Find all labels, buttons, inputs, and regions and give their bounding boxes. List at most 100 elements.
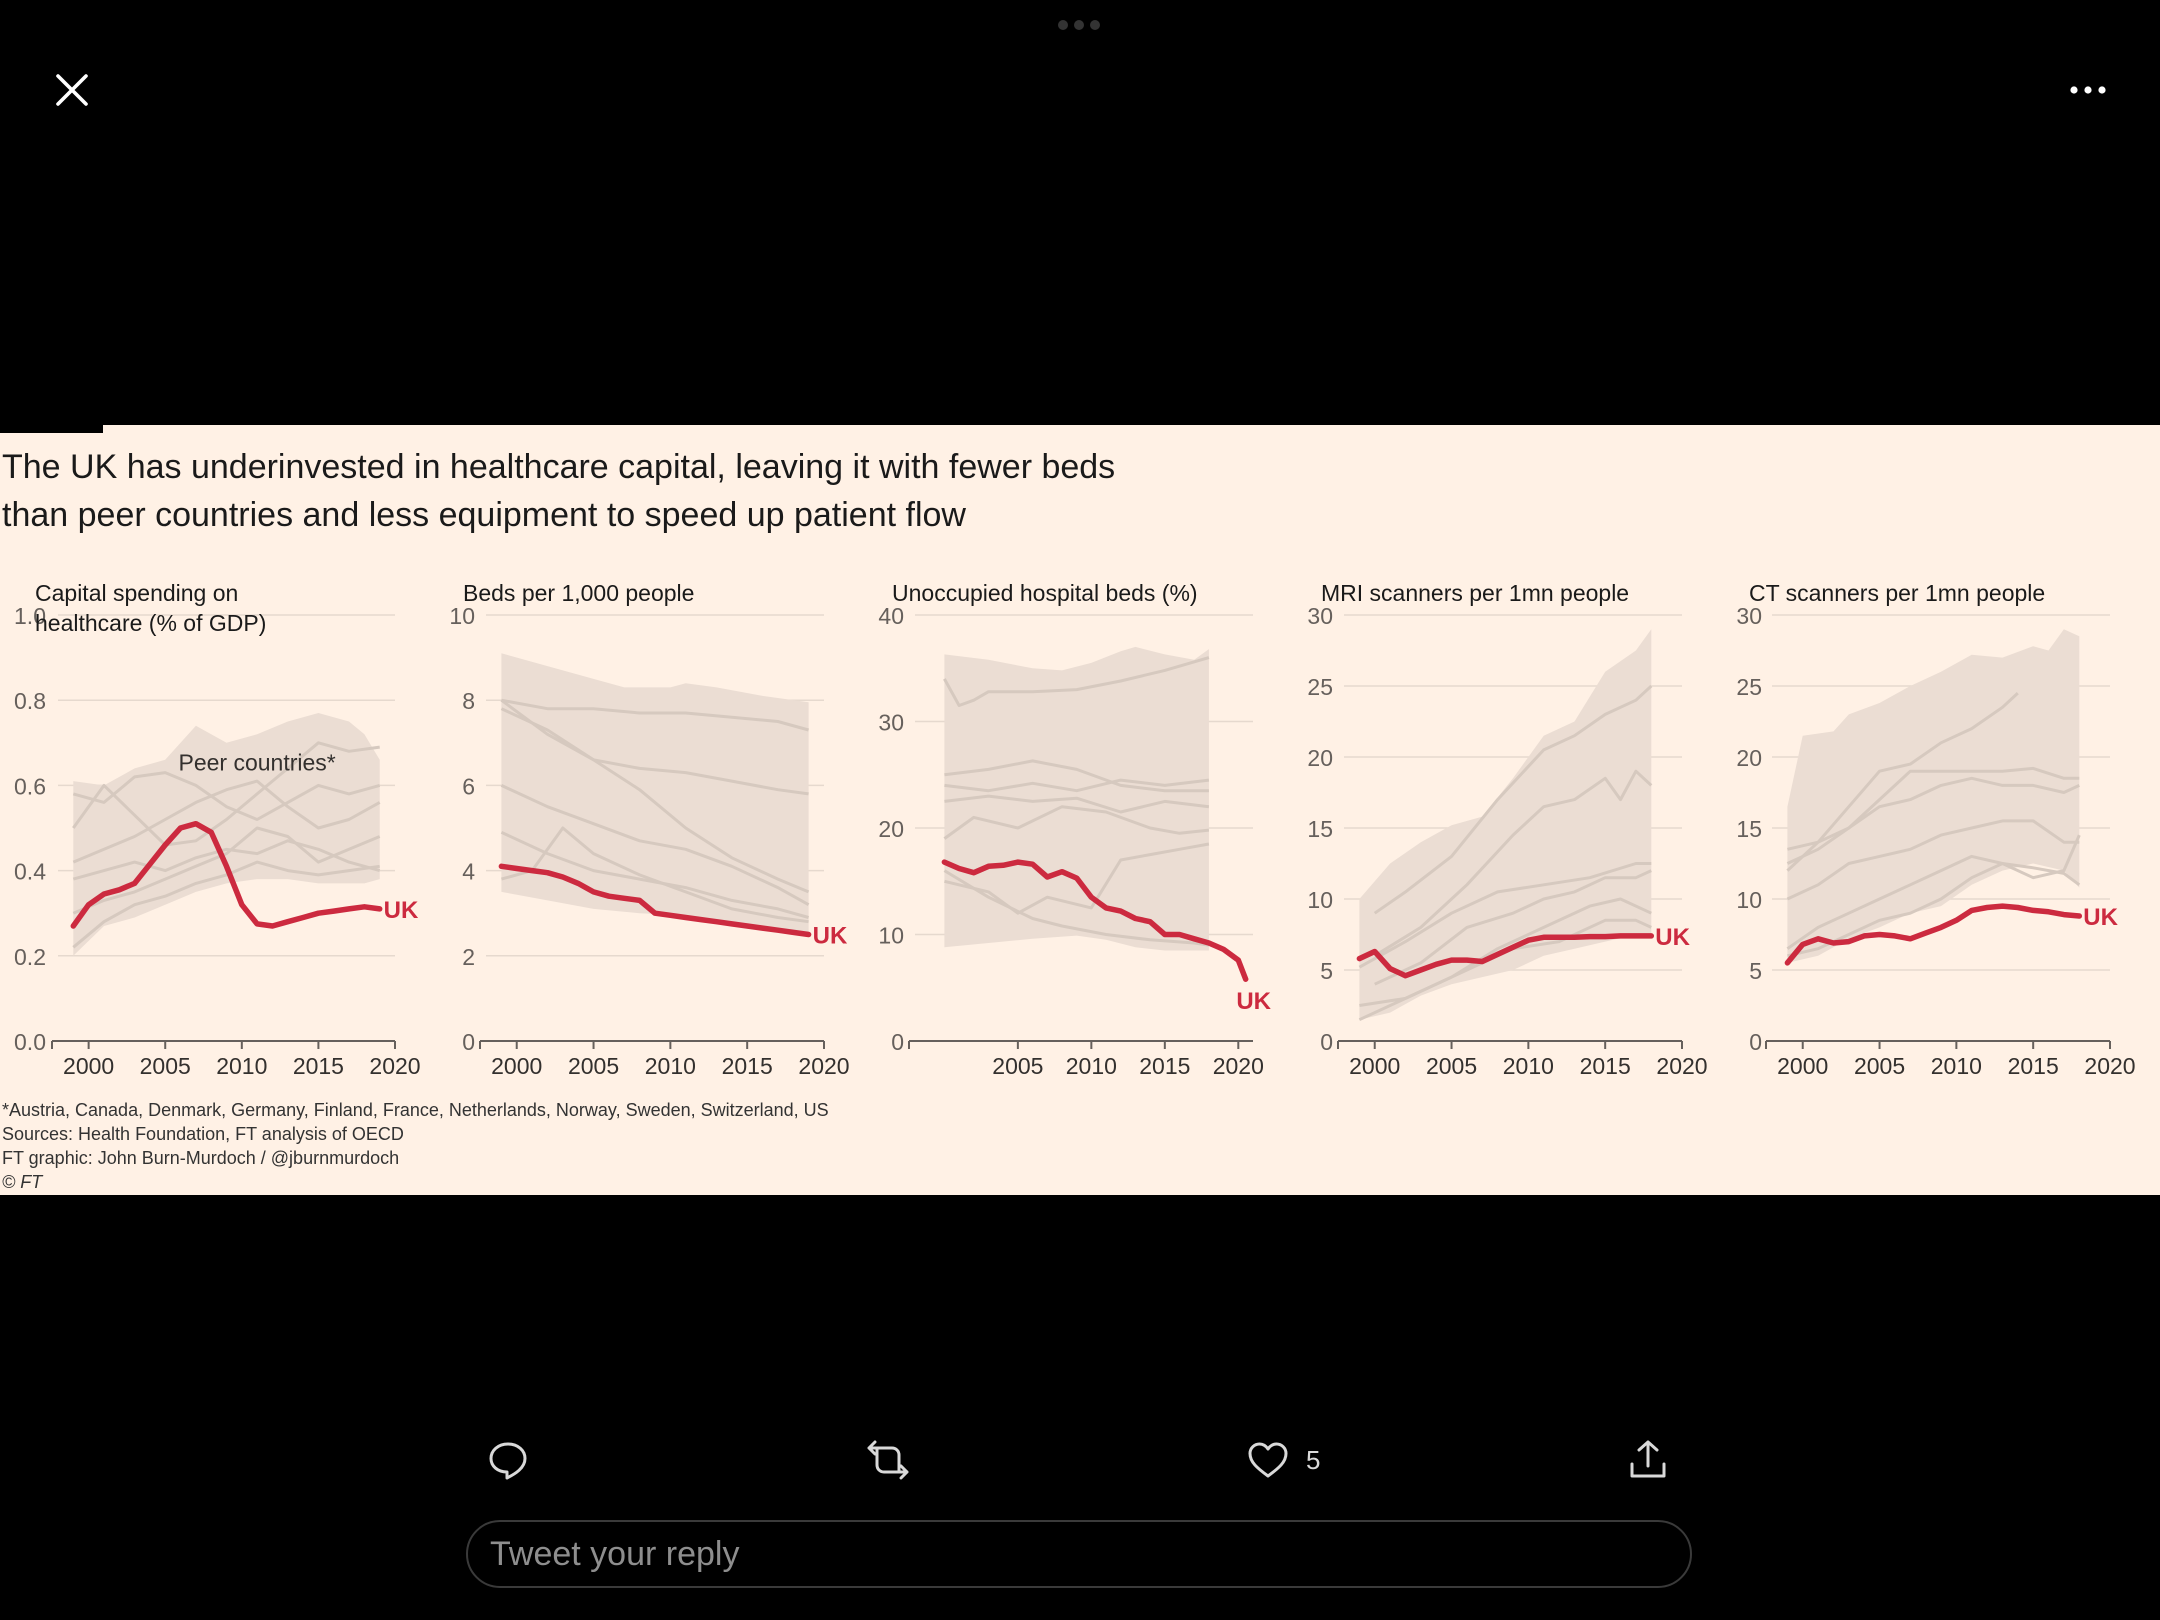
chart-4-peer-country-line — [1373, 769, 1653, 958]
chart-2-x-tick-label: 2020 — [798, 1053, 849, 1079]
footnote-sources: Sources: Health Foundation, FT analysis … — [2, 1124, 404, 1144]
chart-5-uk-line — [1784, 903, 2083, 966]
chart-4-y-tick-label: 15 — [1307, 816, 1333, 842]
chart-1-x-tick-label: 2010 — [216, 1053, 267, 1079]
chart-3-y-tick-label: 0 — [891, 1029, 904, 1055]
like-button[interactable]: 5 — [1246, 1430, 1320, 1490]
chart-1-y-tick-label: 0.2 — [14, 944, 46, 970]
chart-5-y-tick-label: 15 — [1736, 816, 1762, 842]
chart-4-uk-label: UK — [1655, 924, 1690, 951]
retweet-button[interactable] — [866, 1430, 910, 1490]
chart-1-peer-country-line — [72, 779, 381, 864]
reply-input[interactable] — [466, 1520, 1692, 1588]
chart-2-peer-country-line — [500, 698, 809, 796]
reply-button[interactable] — [486, 1430, 530, 1490]
chart-4-x-tick-label: 2005 — [1426, 1053, 1477, 1079]
chart-1-band-label: Peer countries* — [179, 749, 336, 775]
footnote-credit: FT graphic: John Burn-Murdoch / @jburnmu… — [2, 1148, 400, 1168]
chart-4-y-tick-label: 0 — [1320, 1029, 1333, 1055]
chart-5-peer-country-line — [1787, 862, 2081, 958]
chart-2-y-tick-label: 6 — [462, 773, 475, 799]
chart-2-x-tick-label: 2005 — [568, 1053, 619, 1079]
chart-4-y-tick-label: 5 — [1320, 958, 1333, 984]
chart-4-x-tick-label: 2010 — [1503, 1053, 1554, 1079]
chart-1-uk-label: UK — [384, 897, 419, 924]
more-options-button[interactable] — [2068, 70, 2108, 110]
chart-5-x-tick-label: 2005 — [1854, 1053, 1905, 1079]
chart-5-peer-country-line — [1787, 692, 2019, 851]
more-horizontal-icon — [2070, 86, 2106, 94]
chart-1-peer-country-line — [72, 839, 381, 881]
chart-1-y-tick-label: 0.4 — [14, 859, 46, 885]
chart-3-peer-country-line — [943, 869, 1210, 947]
chart-4-peer-country-line — [1358, 918, 1652, 1022]
close-icon — [56, 74, 88, 106]
chart-4-y-tick-label: 30 — [1307, 603, 1333, 629]
ft-top-rule — [0, 425, 103, 433]
chart-5-uk-label: UK — [2083, 904, 2118, 931]
chart-5-peer-range-band — [1787, 629, 2080, 963]
chart-4-peer-range-band — [1359, 629, 1652, 1020]
retweet-icon — [867, 1440, 909, 1480]
chart-1-peer-country-line — [72, 860, 380, 949]
chart-1-peer-country-line — [72, 741, 380, 847]
chart-2-x-tick-label: 2010 — [645, 1053, 696, 1079]
chart-4-x-tick-label: 2020 — [1656, 1053, 1707, 1079]
chart-2-peer-range-band — [501, 653, 809, 935]
chart-2-uk-label: UK — [813, 923, 848, 950]
chart-1-y-tick-label: 1.0 — [14, 603, 46, 629]
chart-5-peer-country-line — [1786, 819, 2080, 901]
chart-3-peer-country-line — [944, 842, 1210, 915]
heart-icon — [1248, 1442, 1288, 1478]
chart-5-x-tick-label: 2000 — [1777, 1053, 1828, 1079]
chart-3-peer-country-line — [944, 794, 1210, 814]
chart-3-peer-country-line — [943, 656, 1210, 707]
chart-4-title-line: MRI scanners per 1mn people — [1321, 580, 1629, 606]
chart-4-y-tick-label: 25 — [1307, 674, 1333, 700]
chart-5-y-tick-label: 30 — [1736, 603, 1762, 629]
chart-2-peer-country-line — [501, 698, 810, 732]
like-count: 5 — [1306, 1444, 1321, 1475]
chart-4-x-tick-label: 2000 — [1349, 1053, 1400, 1079]
chart-5-y-tick-label: 10 — [1736, 887, 1762, 913]
close-button[interactable] — [52, 70, 92, 110]
chart-4-peer-country-line — [1373, 684, 1653, 915]
footnote-copyright: © FT — [2, 1172, 43, 1192]
comment-icon — [489, 1442, 527, 1480]
chart-3-y-tick-label: 20 — [878, 816, 904, 842]
chart-5-title-line: CT scanners per 1mn people — [1749, 580, 2045, 606]
chart-2-uk-line — [498, 863, 812, 938]
chart-2-x-tick-label: 2015 — [722, 1053, 773, 1079]
chart-2-y-tick-label: 10 — [449, 603, 475, 629]
chart-2-x-tick-label: 2000 — [491, 1053, 542, 1079]
chart-3-x-tick-label: 2010 — [1066, 1053, 1117, 1079]
chart-3-x-tick-label: 2020 — [1213, 1053, 1264, 1079]
chart-5-peer-country-line — [1786, 766, 2080, 872]
footnote-peer-countries: *Austria, Canada, Denmark, Germany, Finl… — [2, 1100, 829, 1120]
chart-3-y-tick-label: 40 — [878, 603, 904, 629]
chart-4-peer-country-line — [1358, 862, 1652, 969]
chart-2-peer-country-line — [500, 826, 809, 924]
chart-2-y-tick-label: 8 — [462, 688, 475, 714]
chart-4-uk-line — [1356, 933, 1655, 979]
headline-line-2: than peer countries and less equipment t… — [2, 496, 966, 534]
chart-5-y-tick-label: 0 — [1749, 1029, 1762, 1055]
chart-3-x-tick-label: 2005 — [992, 1053, 1043, 1079]
share-button[interactable] — [1626, 1430, 1670, 1490]
chart-2-y-tick-label: 0 — [462, 1029, 475, 1055]
chart-3-peer-country-line — [944, 759, 1209, 793]
headline-line-1: The UK has underinvested in healthcare c… — [2, 448, 1116, 486]
chart-3-uk-label: UK — [1236, 988, 1271, 1015]
chart-3-title-line: Unoccupied hospital beds (%) — [892, 580, 1198, 606]
chart-1-x-tick-label: 2005 — [140, 1053, 191, 1079]
chart-2-y-tick-label: 2 — [462, 944, 475, 970]
chart-footnotes: *Austria, Canada, Denmark, Germany, Finl… — [2, 1098, 829, 1194]
chart-5-y-tick-label: 25 — [1736, 674, 1762, 700]
chart-5-y-tick-label: 20 — [1736, 745, 1762, 771]
chart-2-y-tick-label: 4 — [462, 859, 475, 885]
chart-5-y-tick-label: 5 — [1749, 958, 1762, 984]
chart-2-peer-country-line — [500, 784, 810, 907]
chart-4-y-tick-label: 20 — [1307, 745, 1333, 771]
share-icon — [1630, 1440, 1666, 1478]
